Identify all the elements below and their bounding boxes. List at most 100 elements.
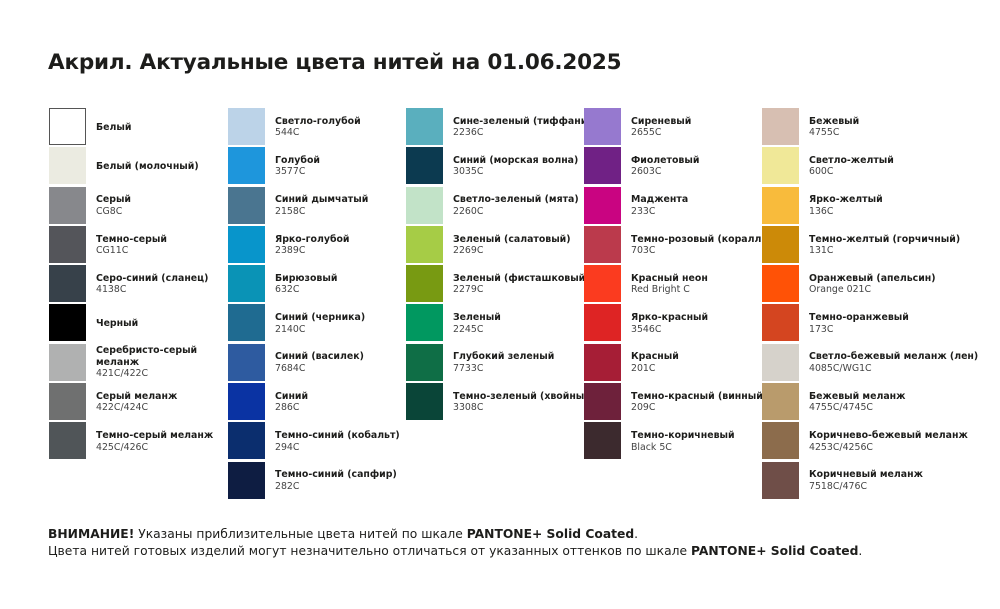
color-swatch (762, 225, 799, 263)
color-name: Оранжевый (апельсин) (809, 272, 936, 284)
pantone-code: 7518C/476C (809, 480, 868, 492)
color-swatch (228, 304, 265, 342)
color-label: Светло-голубой 544C (275, 116, 361, 139)
pantone-code: 2655C (631, 127, 662, 139)
color-name: Темно-синий (кобальт) (275, 430, 400, 442)
pantone-code: Red Bright C (631, 284, 690, 296)
pantone-code: 4085C/WG1C (809, 362, 872, 374)
color-name: Маджента (631, 194, 689, 206)
color-label: Темно-коричневый Black 5C (631, 430, 735, 453)
color-swatch (406, 225, 443, 263)
color-label: Красный неон Red Bright C (631, 273, 708, 296)
pantone-code: 2245C (453, 323, 484, 335)
color-label: Зеленый 2245C (453, 312, 501, 335)
color-name: Красный неон (631, 272, 708, 284)
color-swatch (49, 383, 86, 421)
color-swatch (762, 265, 799, 303)
color-swatch (228, 461, 265, 499)
color-label: Зеленый (салатовый) 2269C (453, 234, 571, 257)
color-label: Темно-желтый (горчичный) 131C (809, 234, 960, 257)
color-label: Белый (молочный) (96, 161, 199, 173)
color-label: Синий 286C (275, 391, 308, 414)
color-label: Бежевый 4755C (809, 116, 859, 139)
pantone-code: 2603C (631, 166, 662, 178)
color-label: Темно-синий (сапфир) 282C (275, 469, 397, 492)
pantone-scale-1: PANTONE+ Solid Coated (466, 527, 635, 541)
color-name: Глубокий зеленый (453, 351, 555, 363)
footer-text-2: Цвета нитей готовых изделий могут незнач… (48, 543, 691, 558)
pantone-code: 3308C (453, 402, 484, 414)
color-label: Ярко-красный 3546C (631, 312, 708, 335)
pantone-code: 201C (631, 362, 656, 374)
color-swatch (49, 225, 86, 263)
color-name: Серый (96, 194, 131, 206)
color-name: Серый меланж (96, 390, 178, 402)
color-label: Ярко-желтый 136C (809, 194, 883, 217)
color-label: Темно-серый меланж 425C/426C (96, 430, 213, 453)
color-swatch (228, 108, 265, 145)
pantone-code: 600C (809, 166, 834, 178)
color-label: Голубой 3577C (275, 155, 320, 178)
pantone-code: CG8C (96, 205, 123, 217)
color-swatch (228, 343, 265, 381)
footer-end-2: . (858, 543, 863, 558)
color-name: Светло-зеленый (мята) (453, 194, 579, 206)
color-label: Глубокий зеленый 7733C (453, 351, 554, 374)
color-label: Темно-синий (кобальт) 294C (275, 430, 400, 453)
color-swatch (762, 343, 799, 381)
footer-end-1: . (634, 527, 639, 541)
color-label: Темно-серый CG11C (96, 234, 167, 257)
pantone-code: 2389C (275, 245, 306, 257)
pantone-code: 422C/424C (96, 402, 149, 414)
color-swatch (49, 343, 86, 381)
pantone-code: 233C (631, 205, 656, 217)
color-name: Серебристо-серый меланж (96, 345, 198, 368)
color-name: Фиолетовый (631, 154, 700, 166)
color-name: Темно-серый (96, 233, 167, 245)
color-name: Темно-оранжевый (809, 312, 909, 324)
color-label: Красный 201C (631, 351, 679, 374)
pantone-code: 3577C (275, 166, 306, 178)
color-swatch (584, 265, 621, 303)
color-swatch (584, 383, 621, 421)
color-swatch (584, 422, 621, 460)
color-name: Темно-коричневый (631, 430, 735, 442)
pantone-code: Orange 021C (809, 284, 872, 296)
color-swatch (762, 422, 799, 460)
color-label: Синий (черника) 2140C (275, 312, 365, 335)
color-swatch (762, 186, 799, 224)
pantone-code: 2269C (453, 245, 484, 257)
footer-note: ВНИМАНИЕ! Указаны приблизительные цвета … (48, 526, 862, 559)
color-name: Темно-синий (сапфир) (275, 469, 397, 481)
color-name: Темно-розовый (коралл) (631, 233, 766, 245)
pantone-code: 2158C (275, 205, 306, 217)
color-label: Светло-желтый 600C (809, 155, 894, 178)
color-swatch (762, 108, 799, 145)
color-name: Коричнево-бежевый меланж (809, 430, 968, 442)
pantone-code: 544C (275, 127, 300, 139)
pantone-code: 7733C (453, 362, 484, 374)
color-label: Синий (морская волна) 3035C (453, 155, 578, 178)
footer-line-2: Цвета нитей готовых изделий могут незнач… (48, 543, 862, 560)
color-swatch (584, 304, 621, 342)
footer-line-1: ВНИМАНИЕ! Указаны приблизительные цвета … (48, 526, 862, 543)
color-name: Синий (василек) (275, 351, 364, 363)
color-swatch (762, 461, 799, 499)
color-label: Синий (василек) 7684C (275, 351, 364, 374)
color-label: Сине-зеленый (тиффани) 2236C (453, 116, 592, 139)
color-swatch (228, 265, 265, 303)
pantone-code: 3546C (631, 323, 662, 335)
color-name: Зеленый (салатовый) (453, 233, 571, 245)
color-swatch (584, 147, 621, 185)
pantone-code: 209C (631, 402, 656, 414)
color-swatch (584, 225, 621, 263)
pantone-code: 7684C (275, 362, 306, 374)
footer-text-1: Указаны приблизительные цвета нитей по ш… (134, 527, 467, 541)
pantone-code: 3035C (453, 166, 484, 178)
color-label: Темно-зеленый (хвойный) 3308C (453, 391, 595, 414)
color-name: Серо-синий (сланец) (96, 272, 209, 284)
color-label: Оранжевый (апельсин) Orange 021C (809, 273, 936, 296)
color-swatch (762, 383, 799, 421)
color-name: Сиреневый (631, 115, 692, 127)
